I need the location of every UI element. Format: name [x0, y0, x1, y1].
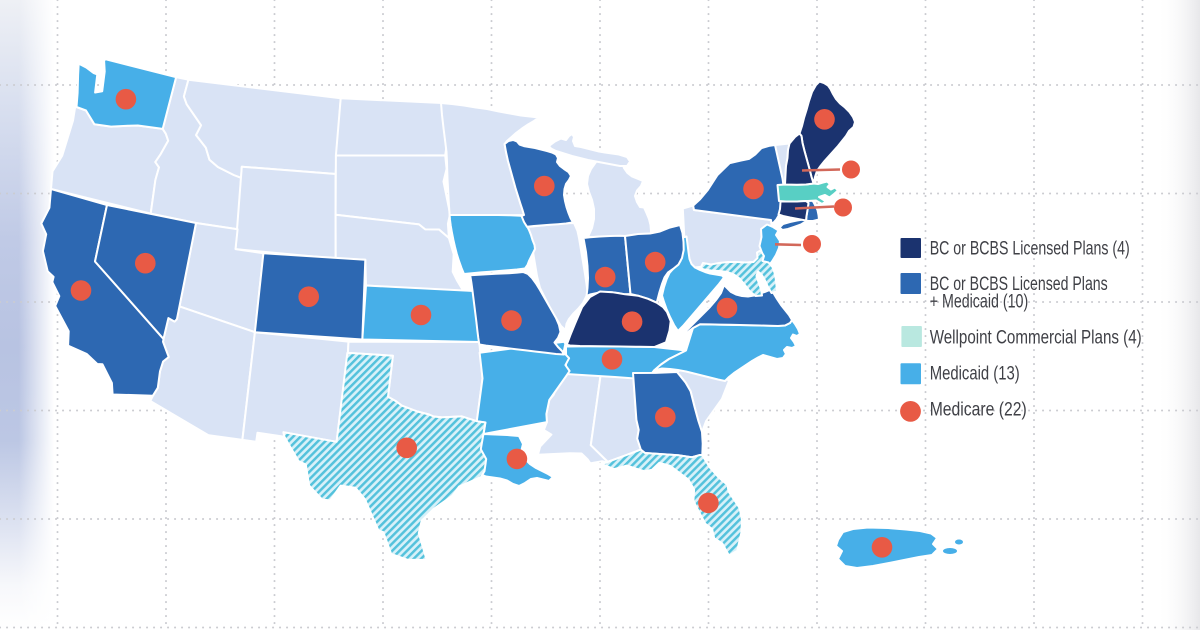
svg-text:BC or BCBS Licensed Plans (4): BC or BCBS Licensed Plans (4): [930, 238, 1130, 259]
svg-text:+ Medicaid (10): + Medicaid (10): [930, 291, 1028, 312]
svg-text:Medicare (22): Medicare (22): [930, 399, 1027, 420]
svg-text:Medicaid (13): Medicaid (13): [930, 364, 1020, 385]
svg-text:BC or BCBS Licensed Plans: BC or BCBS Licensed Plans: [930, 274, 1108, 295]
svg-text:Wellpoint Commercial Plans (4): Wellpoint Commercial Plans (4): [930, 328, 1142, 349]
